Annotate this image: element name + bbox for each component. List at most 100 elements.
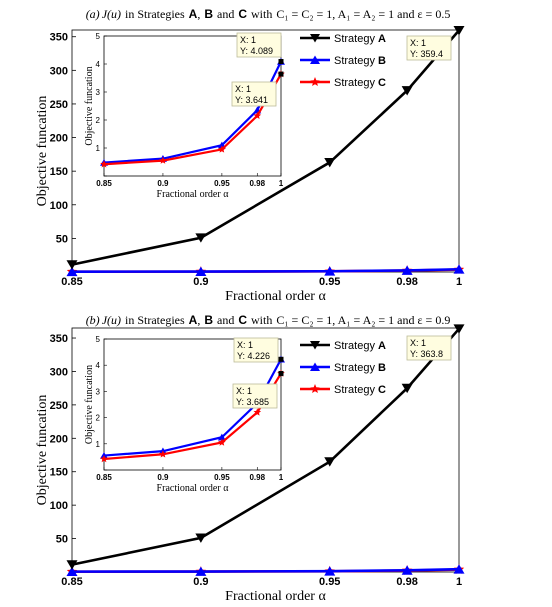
inset-x-tick-label: 0.98 — [249, 179, 265, 188]
inset-x-axis-label: Fractional order α — [157, 189, 230, 200]
x-axis-label: Fractional order α — [225, 289, 326, 304]
datatip-main-x: X: 1 — [410, 338, 426, 348]
datatip-inset-b-box — [233, 337, 279, 363]
x-tick-label: 0.9 — [193, 576, 208, 588]
x-tick-label: 0.98 — [396, 576, 417, 588]
y-tick-label: 300 — [50, 65, 68, 77]
inset-y-tick-label: 2 — [96, 116, 101, 125]
inset-y-axis-label: Objective funcation — [84, 365, 95, 444]
data-point-b — [453, 564, 465, 574]
inset-x-tick-label: 0.98 — [249, 473, 265, 482]
inset-x-tick-label: 0.95 — [214, 473, 230, 482]
inset-x-tick-label: 1 — [279, 179, 284, 188]
y-tick-label: 50 — [56, 233, 68, 245]
datatip-inset-c-y: Y: 3.641 — [235, 95, 268, 105]
legend-label-text: Strategy — [334, 362, 375, 374]
y-tick-label: 100 — [50, 200, 68, 212]
x-tick-label: 0.95 — [319, 276, 340, 288]
series-b — [66, 564, 465, 577]
x-tick-label: 0.85 — [61, 276, 82, 288]
legend-label-letter: A — [378, 340, 386, 352]
datatip-inset-b-y: Y: 4.089 — [240, 46, 273, 56]
datatip-inset-c-box — [232, 383, 278, 409]
x-tick-label: 0.95 — [319, 576, 340, 588]
legend-label-text: Strategy — [334, 340, 375, 352]
title-sep: , — [197, 7, 200, 21]
data-point-a — [195, 233, 207, 243]
inset-y-tick-label: 3 — [96, 88, 101, 97]
y-tick-label: 150 — [50, 166, 68, 178]
data-point-a — [453, 26, 465, 36]
y-axis-label: Objective funcation — [35, 395, 50, 506]
datatip-inset-c-box — [231, 81, 277, 107]
y-tick-label: 50 — [56, 534, 68, 546]
legend-label-text: Strategy — [334, 33, 375, 45]
title-mid: in Strategies — [125, 7, 185, 21]
inset-y-tick-label: 1 — [96, 144, 101, 153]
data-point-b — [66, 566, 78, 577]
data-point-a — [401, 86, 413, 96]
inset-data-point-c — [159, 156, 167, 164]
inset-y-axis-label: Objective funcation — [84, 66, 95, 145]
data-point-a — [66, 260, 78, 270]
datatip-inset-c-x: X: 1 — [236, 386, 252, 396]
legend-marker — [310, 341, 320, 350]
title-mid: in Strategies — [125, 313, 185, 327]
legend-label-text: Strategy — [334, 77, 375, 89]
data-point-a — [401, 383, 413, 394]
legend-marker — [310, 34, 320, 43]
inset-data-point-c — [253, 111, 262, 119]
datatip-main-x: X: 1 — [410, 38, 426, 48]
inset-y-tick-label: 4 — [96, 60, 101, 69]
y-axis-label: Objective funcation — [35, 96, 50, 207]
legend-label: Strategy A — [334, 340, 386, 352]
title-params: C₁ = C₂ = 1, A₁ = A₂ = 1 and ε = 0.9 — [276, 313, 450, 327]
data-point-b — [324, 566, 336, 576]
datatip-inset-c-y: Y: 3.685 — [236, 397, 269, 407]
y-tick-label: 350 — [50, 32, 68, 44]
datatip-main-box — [406, 35, 452, 61]
inset-data-point-c — [100, 455, 108, 463]
inset-x-axis-label: Fractional order α — [157, 483, 230, 494]
x-tick-label: 1 — [456, 276, 462, 288]
series-a — [66, 26, 465, 270]
legend-label: Strategy B — [334, 362, 386, 374]
title-a: A — [189, 313, 198, 327]
inset-x-tick-label: 0.9 — [157, 473, 169, 482]
y-tick-label: 250 — [50, 400, 68, 412]
datatip-anchor — [278, 356, 284, 362]
title-func: J(u) — [102, 313, 121, 327]
data-point-b — [195, 266, 207, 276]
series-b — [66, 264, 465, 277]
title-a: A — [189, 7, 198, 21]
legend-label-letter: C — [378, 77, 386, 89]
title-sep: , — [197, 313, 200, 327]
datatip-inset-b-x: X: 1 — [240, 35, 256, 45]
legend-label: Strategy A — [334, 33, 386, 45]
title-and: and — [217, 313, 234, 327]
inset-y-tick-label: 4 — [96, 361, 101, 370]
x-tick-label: 0.9 — [193, 276, 208, 288]
y-tick-label: 200 — [50, 433, 68, 445]
title-func: J(u) — [102, 7, 121, 21]
inset-x-tick-label: 0.9 — [157, 179, 169, 188]
title-and: and — [217, 7, 234, 21]
x-tick-label: 1 — [456, 576, 462, 588]
inset-x-tick-label: 1 — [279, 473, 284, 482]
datatip-main-y: Y: 363.8 — [410, 349, 443, 359]
datatip-inset-c-x: X: 1 — [235, 84, 251, 94]
legend-label-letter: B — [378, 55, 386, 67]
legend-label-text: Strategy — [334, 55, 375, 67]
legend-label-letter: C — [378, 384, 386, 396]
legend-label: Strategy B — [334, 55, 386, 67]
y-tick-label: 150 — [50, 467, 68, 479]
inset-y-tick-label: 2 — [96, 414, 101, 423]
inset-data-point-c — [218, 438, 226, 446]
x-tick-label: 0.85 — [61, 576, 82, 588]
legend-marker — [310, 362, 320, 371]
